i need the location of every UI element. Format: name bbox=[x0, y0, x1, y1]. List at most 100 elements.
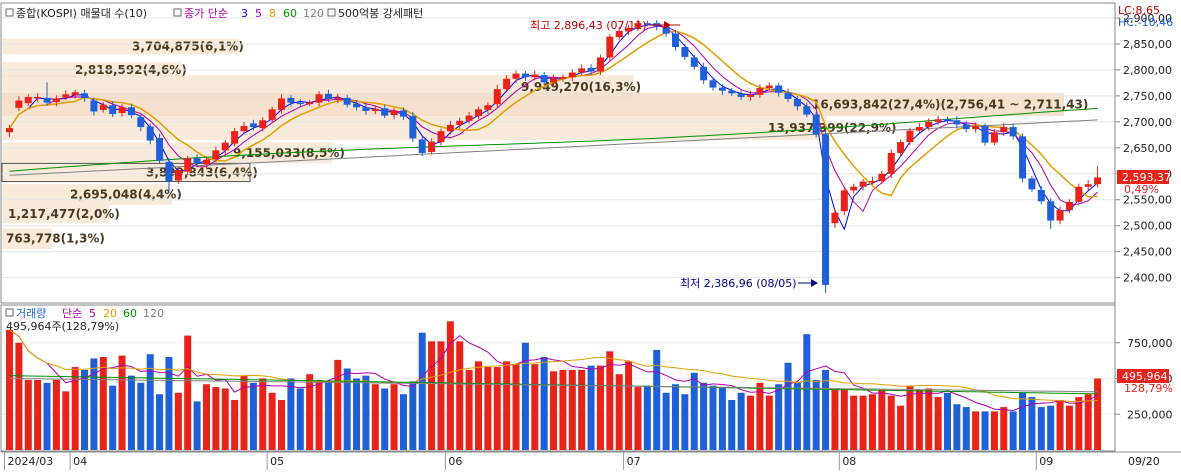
legend-checkbox[interactable] bbox=[327, 8, 336, 17]
volume-bar[interactable] bbox=[944, 392, 951, 450]
candle-body[interactable] bbox=[634, 23, 642, 28]
candle-body[interactable] bbox=[831, 212, 839, 224]
candle-body[interactable] bbox=[296, 102, 304, 105]
volume-bar[interactable] bbox=[718, 387, 726, 450]
candle-body[interactable] bbox=[915, 127, 923, 131]
candle-body[interactable] bbox=[34, 96, 42, 99]
candle-body[interactable] bbox=[81, 93, 89, 98]
volume-bar[interactable] bbox=[737, 392, 745, 450]
volume-bar[interactable] bbox=[625, 361, 633, 450]
candle-body[interactable] bbox=[718, 87, 726, 91]
volume-bar[interactable] bbox=[531, 364, 539, 450]
volume-bar[interactable] bbox=[1065, 405, 1073, 450]
volume-legend-title[interactable]: 거래량 bbox=[16, 307, 46, 320]
volume-bar[interactable] bbox=[52, 379, 60, 450]
volume-bar[interactable] bbox=[90, 358, 98, 450]
volume-bar[interactable] bbox=[240, 375, 248, 450]
volume-bar[interactable] bbox=[887, 395, 895, 450]
volume-bar[interactable] bbox=[681, 394, 689, 450]
volume-bar[interactable] bbox=[343, 368, 351, 450]
candle-body[interactable] bbox=[643, 23, 651, 25]
volume-bar[interactable] bbox=[756, 382, 764, 450]
candle-body[interactable] bbox=[306, 102, 314, 105]
candle-body[interactable] bbox=[747, 94, 755, 97]
volume-bar[interactable] bbox=[399, 394, 407, 450]
volume-bar[interactable] bbox=[1056, 399, 1064, 450]
volume-bar[interactable] bbox=[146, 354, 154, 450]
volume-bar[interactable] bbox=[709, 385, 717, 450]
candle-body[interactable] bbox=[334, 97, 342, 99]
candle-body[interactable] bbox=[681, 47, 689, 57]
legend-checkbox[interactable] bbox=[5, 308, 14, 317]
volume-bar[interactable] bbox=[306, 374, 314, 450]
candle-body[interactable] bbox=[315, 94, 323, 103]
volume-bar[interactable] bbox=[109, 385, 117, 450]
candle-body[interactable] bbox=[671, 33, 679, 48]
volume-bar[interactable] bbox=[268, 392, 276, 450]
candle-body[interactable] bbox=[953, 120, 961, 125]
candle-body[interactable] bbox=[568, 72, 576, 78]
candle-body[interactable] bbox=[493, 89, 501, 105]
candle-body[interactable] bbox=[446, 124, 454, 132]
volume-bar[interactable] bbox=[831, 389, 839, 450]
volume-bar[interactable] bbox=[371, 384, 379, 450]
candle-body[interactable] bbox=[52, 98, 60, 103]
candle-body[interactable] bbox=[1094, 177, 1102, 185]
candle-body[interactable] bbox=[596, 57, 604, 72]
volume-bar[interactable] bbox=[1075, 397, 1083, 450]
candle-body[interactable] bbox=[6, 128, 13, 133]
volume-bar[interactable] bbox=[118, 355, 126, 450]
candle-body[interactable] bbox=[390, 110, 398, 116]
volume-bar[interactable] bbox=[878, 389, 886, 450]
volume-bar[interactable] bbox=[972, 411, 980, 450]
candle-body[interactable] bbox=[90, 100, 98, 112]
volume-bar[interactable] bbox=[925, 388, 933, 450]
candle-body[interactable] bbox=[409, 116, 417, 139]
pattern-legend-label[interactable]: 500억봉 강세패턴 bbox=[338, 7, 423, 20]
candle-body[interactable] bbox=[184, 158, 192, 172]
candle-body[interactable] bbox=[868, 181, 876, 183]
volume-bar[interactable] bbox=[596, 365, 604, 450]
candle-body[interactable] bbox=[897, 142, 905, 153]
volume-bar[interactable] bbox=[6, 329, 13, 450]
candle-body[interactable] bbox=[981, 125, 989, 143]
volume-bar[interactable] bbox=[587, 365, 595, 450]
candle-body[interactable] bbox=[43, 97, 51, 103]
candle-body[interactable] bbox=[475, 109, 482, 117]
volume-bar[interactable] bbox=[578, 369, 586, 450]
candle-body[interactable] bbox=[1037, 189, 1045, 202]
candle-body[interactable] bbox=[784, 92, 792, 99]
candle-body[interactable] bbox=[418, 139, 426, 153]
candle-body[interactable] bbox=[278, 98, 286, 110]
candle-body[interactable] bbox=[756, 88, 764, 95]
candle-body[interactable] bbox=[859, 181, 867, 187]
candle-body[interactable] bbox=[765, 85, 773, 89]
volume-bar[interactable] bbox=[493, 367, 501, 450]
candle-body[interactable] bbox=[15, 100, 23, 108]
candle-body[interactable] bbox=[737, 93, 745, 97]
candle-body[interactable] bbox=[662, 26, 670, 34]
candle-body[interactable] bbox=[193, 158, 201, 164]
candle-body[interactable] bbox=[465, 115, 473, 121]
candle-body[interactable] bbox=[887, 153, 895, 174]
volume-bar[interactable] bbox=[156, 394, 164, 450]
candle-body[interactable] bbox=[990, 132, 998, 143]
volume-bar[interactable] bbox=[381, 388, 389, 450]
volume-bar[interactable] bbox=[137, 382, 145, 450]
volume-bar[interactable] bbox=[324, 381, 332, 450]
candle-body[interactable] bbox=[934, 119, 942, 122]
candle-body[interactable] bbox=[71, 92, 79, 96]
volume-bar[interactable] bbox=[747, 395, 755, 450]
candle-body[interactable] bbox=[578, 68, 586, 73]
candle-body[interactable] bbox=[559, 77, 567, 79]
volume-bar[interactable] bbox=[840, 389, 848, 450]
volume-bar[interactable] bbox=[165, 357, 173, 450]
candle-body[interactable] bbox=[1000, 127, 1008, 133]
volume-bar[interactable] bbox=[1028, 397, 1036, 450]
volume-bar[interactable] bbox=[127, 375, 135, 450]
candle-body[interactable] bbox=[840, 190, 848, 212]
volume-bar[interactable] bbox=[1019, 392, 1027, 450]
volume-bar[interactable] bbox=[728, 399, 736, 450]
volume-bar[interactable] bbox=[99, 357, 107, 450]
